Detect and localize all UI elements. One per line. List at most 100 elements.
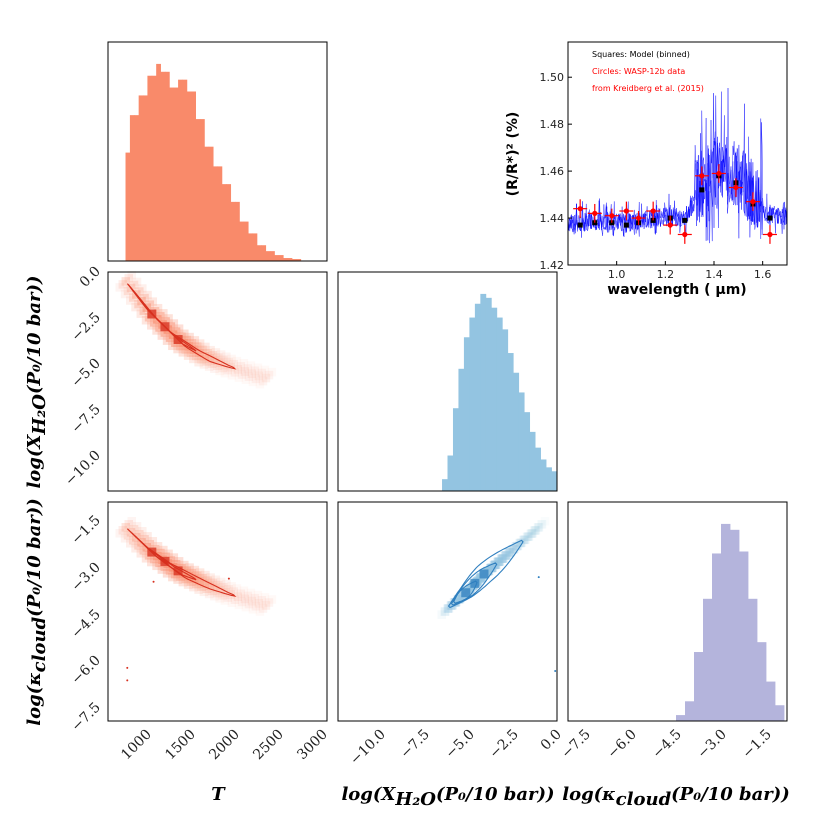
spectrum-y-ticks: 1.42 1.44 1.46 1.48 1.50 xyxy=(540,71,572,272)
joint-temperature-cloud-cell-20-2 xyxy=(226,590,236,599)
spectrum-ytick-label-1: 1.44 xyxy=(540,212,565,225)
joint-temperature-h2o-cell-0-1 xyxy=(118,280,128,289)
data-circle-3 xyxy=(623,208,630,214)
hist-h2o-bar-20 xyxy=(551,471,558,491)
spectrum-ytick-label-4: 1.50 xyxy=(540,71,565,84)
x-label-cloud-sub: cloud xyxy=(616,789,672,810)
joint-temperature-h2o-cell-0-3 xyxy=(124,274,134,283)
joint-temperature-h2o-cell-24-3 xyxy=(257,368,267,378)
hist-temperature-bar-22 xyxy=(221,184,227,261)
joint-temperature-cloud-peak-0 xyxy=(147,547,157,557)
joint-temperature-cloud-cell-19-3 xyxy=(224,585,233,594)
panel-spectrum: 1.42 1.44 1.46 1.48 1.50 1.0 1.2 1.4 1.6 Square… xyxy=(505,41,788,298)
joint-h2o-cloud-outlier-1 xyxy=(554,669,557,672)
hist-cloud-bar-3 xyxy=(703,598,713,721)
joint-h2o-cloud-cell-0-1 xyxy=(440,607,449,616)
joint-h2o-cloud-cell-23-2 xyxy=(527,529,536,538)
panel-hist-cloud xyxy=(567,501,788,722)
hist-temperature-bar-4 xyxy=(143,95,148,261)
joint-temperature-h2o-cell-16-0 xyxy=(199,360,209,369)
joint-h2o-cloud-cell-15-3 xyxy=(501,551,510,560)
joint-temperature-h2o-cell-22-2 xyxy=(240,367,250,376)
hist-temperature-bar-37 xyxy=(287,258,293,261)
joint-temperature-cloud-cell-4-4 xyxy=(148,537,158,546)
joint-h2o-cloud-cell-1-4 xyxy=(453,595,462,604)
spectrum-observed-data xyxy=(573,164,777,244)
joint-h2o-cloud-cell-21-2 xyxy=(520,535,529,545)
joint-temperature-h2o-cell-25-4 xyxy=(267,367,277,377)
tick-T-3000: 3000 xyxy=(294,727,331,764)
joint-temperature-h2o-cell-20-3 xyxy=(229,359,239,369)
joint-temperature-cloud-density xyxy=(115,517,277,682)
joint-temperature-h2o-cell-24-1 xyxy=(251,374,261,384)
joint-temperature-cloud-cell-16-3 xyxy=(208,578,218,588)
tick-cloud-x-m7p5: −7.5 xyxy=(558,727,593,762)
joint-temperature-h2o-cell-13-3 xyxy=(192,342,202,351)
tick-cloud-y-m4p5: −4.5 xyxy=(68,607,103,642)
hist-cloud-bar-10 xyxy=(766,681,776,721)
joint-temperature-h2o-cell-3-1 xyxy=(134,299,143,309)
joint-h2o-cloud-frame xyxy=(337,501,558,722)
joint-temperature-cloud-cell-16-4 xyxy=(211,575,221,585)
hist-temperature-bar-17 xyxy=(199,119,205,261)
joint-h2o-cloud-cell-16-1 xyxy=(498,554,508,563)
spectrum-ytick-label-2: 1.46 xyxy=(540,165,565,178)
joint-temperature-h2o-cell-0-2 xyxy=(121,277,131,286)
joint-temperature-h2o-cell-19-4 xyxy=(227,354,236,364)
joint-h2o-cloud-cell-18-4 xyxy=(515,538,524,548)
joint-h2o-cloud-cell-14-4 xyxy=(500,551,510,560)
joint-temperature-cloud-cell-0-2 xyxy=(121,523,131,532)
hist-cloud-bar-9 xyxy=(757,642,767,721)
joint-temperature-h2o-frame xyxy=(107,271,328,492)
data-circle-11 xyxy=(750,199,756,205)
joint-h2o-cloud-cell-5-0 xyxy=(455,594,465,604)
joint-temperature-cloud-cell-18-3 xyxy=(219,582,228,592)
joint-temperature-h2o-cell-9-3 xyxy=(171,327,181,336)
joint-temperature-h2o-cell-20-2 xyxy=(226,362,236,372)
joint-h2o-cloud-cell-16-4 xyxy=(507,545,517,554)
joint-temperature-cloud-cell-7-3 xyxy=(161,552,170,562)
joint-h2o-cloud-cell-19-2 xyxy=(512,541,522,551)
hist-h2o-bar-19 xyxy=(546,467,552,491)
joint-temperature-h2o-cell-15-3 xyxy=(203,348,212,358)
panel-joint-h2o-cloud xyxy=(337,501,558,722)
hist-temperature-bar-13 xyxy=(182,79,188,261)
joint-temperature-cloud-cell-1-0 xyxy=(120,534,130,543)
hist-h2o-bar-16 xyxy=(529,431,536,491)
joint-temperature-h2o-density xyxy=(115,271,277,389)
joint-temperature-cloud-cell-14-2 xyxy=(195,576,204,586)
spectrum-xtick-label-0: 1.0 xyxy=(608,268,626,281)
joint-temperature-h2o-cell-3-0 xyxy=(131,302,140,312)
joint-temperature-cloud-cell-15-0 xyxy=(194,585,203,594)
joint-h2o-cloud-cell-18-0 xyxy=(503,550,512,560)
joint-h2o-cloud-cell-20-0 xyxy=(510,544,519,554)
spectrum-x-label: wavelength ( μm) xyxy=(607,282,746,298)
hist-cloud-bar-6 xyxy=(730,529,740,721)
joint-temperature-h2o-cell-25-0 xyxy=(255,379,265,389)
joint-temperature-cloud-cell-7-4 xyxy=(164,549,173,559)
hist-temperature-bar-5 xyxy=(147,75,153,261)
joint-h2o-cloud-cell-16-3 xyxy=(504,548,514,557)
tick-h2o-x-m10: −10.0 xyxy=(347,727,389,769)
joint-temperature-cloud-cell-11-0 xyxy=(173,575,182,584)
joint-h2o-cloud-cell-18-3 xyxy=(512,541,521,551)
hist-temperature-bar-30 xyxy=(256,245,262,261)
joint-temperature-cloud-cell-6-0 xyxy=(147,557,156,567)
joint-h2o-cloud-cell-13-4 xyxy=(496,554,506,564)
hist-h2o-bar-17 xyxy=(535,447,541,491)
joint-temperature-h2o-cell-21-3 xyxy=(236,362,246,371)
joint-temperature-cloud-cell-17-3 xyxy=(213,580,223,590)
joint-temperature-cloud-cell-22-2 xyxy=(240,594,250,604)
joint-temperature-h2o-cell-1-4 xyxy=(132,277,142,287)
joint-temperature-cloud-cell-4-3 xyxy=(145,540,155,549)
joint-temperature-h2o-cell-17-1 xyxy=(207,359,217,368)
joint-temperature-h2o-cell-23-1 xyxy=(244,372,254,381)
joint-temperature-cloud-cell-23-1 xyxy=(244,599,254,609)
joint-temperature-h2o-cell-14-2 xyxy=(195,348,204,358)
y-label-cloud-sub: cloud xyxy=(29,616,50,672)
joint-temperature-h2o-cell-5-0 xyxy=(141,315,151,325)
joint-h2o-cloud-cell-1-2 xyxy=(447,601,456,610)
joint-temperature-cloud-cell-9-2 xyxy=(168,563,178,572)
joint-temperature-cloud-cell-21-1 xyxy=(230,595,240,604)
legend-data-line: Circles: WASP-12b data xyxy=(592,67,685,76)
